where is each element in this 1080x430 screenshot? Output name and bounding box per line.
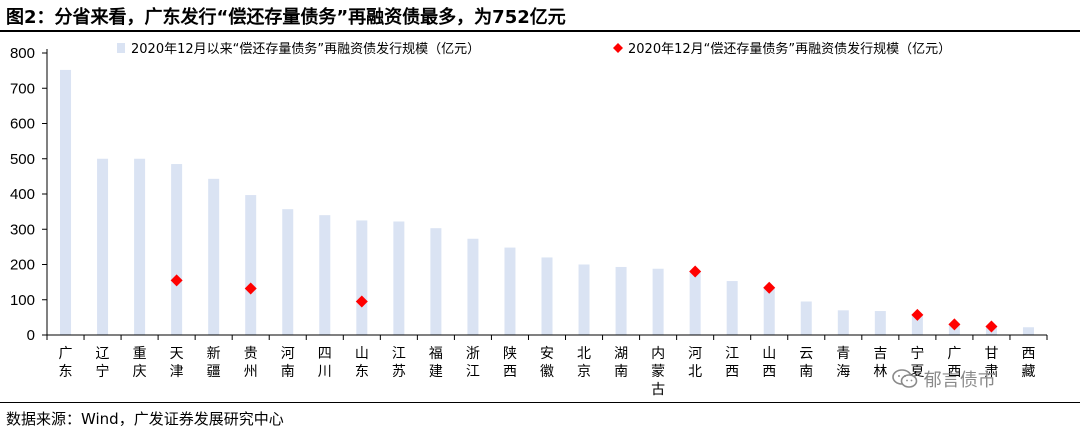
x-tick-label: 新疆 [207,346,221,380]
bar [504,247,516,335]
x-tick-label: 青海 [836,346,850,380]
marker-point [244,282,257,295]
legend-swatch-marker [613,43,623,53]
y-tick-label: 100 [10,292,35,309]
bar [578,264,590,335]
x-tick-label: 云南 [799,346,813,380]
bar [763,287,775,335]
bar [171,164,183,335]
x-tick-label: 广西 [947,346,961,380]
bar [134,158,146,335]
legend-label-bar: 2020年12月以来“偿还存量债务”再融资债发行规模（亿元） [131,41,480,57]
bar [837,310,849,335]
x-tick-label: 吉林 [873,346,887,380]
y-tick-label: 400 [10,186,35,203]
x-tick-label: 山西 [762,346,776,380]
x-tick-label: 江西 [725,346,739,380]
y-tick-label: 600 [10,116,35,133]
bar [874,311,886,335]
x-tick-label: 山东 [355,346,369,380]
bar [652,268,664,335]
bar [615,266,627,335]
x-tick-label: 甘肃 [984,346,998,380]
bar [911,314,923,335]
x-tick-label: 浙江 [466,346,480,380]
x-tick-label: 江苏 [392,346,406,380]
source-note: 数据来源：Wind，广发证券发展研究中心 [6,410,284,428]
bar [689,271,701,335]
marker-point [170,274,183,287]
y-tick-label: 800 [10,45,35,62]
bar [726,281,738,335]
figure-title-bar: 图2：分省来看，广东发行“偿还存量债务”再融资债最多，为752亿元 [0,0,1080,30]
marker-point [689,265,702,278]
marker-point [911,308,924,321]
x-tick-label: 湖南 [614,346,628,380]
bar [467,238,479,335]
watermark-text: 郁言债市 [923,370,996,391]
x-tick-label: 四川 [318,346,332,380]
marker-series [170,265,998,333]
legend-label-marker: 2020年12月“偿还存量债务”再融资债发行规模（亿元） [628,41,951,57]
title-rule [0,30,1080,32]
x-tick-label: 广东 [59,346,73,380]
y-tick-label: 200 [10,257,35,274]
bar [208,178,220,335]
bar [245,195,257,335]
y-tick-label: 300 [10,221,35,238]
x-tick-label: 福建 [429,346,443,380]
bar [319,215,331,335]
watermark: 郁言债市 [892,366,996,392]
x-tick-label: 重庆 [133,346,147,380]
marker-point [948,318,961,331]
x-tick-label: 河北 [688,346,702,380]
wechat-icon [892,369,918,388]
bar [60,69,72,336]
marker-point [763,281,776,294]
x-tick-label: 内蒙古 [651,346,665,398]
x-tick-label: 安徽 [540,346,554,380]
legend: 2020年12月以来“偿还存量债务”再融资债发行规模（亿元） 2020年12月“偿… [117,41,951,57]
y-tick-label: 500 [10,151,35,168]
bar [430,228,442,335]
chart: 0 100 200 300 400 500 600 700 800 广东辽宁重庆天津新疆贵州河南… [10,41,1048,398]
marker-point [985,320,998,333]
x-tick-label: 辽宁 [96,346,110,380]
legend-swatch-bar [117,43,125,53]
y-axis: 0 100 200 300 400 500 600 700 800 [10,45,48,344]
y-tick-label: 0 [27,327,35,344]
source-rule [0,402,1080,403]
x-tick-label: 河南 [281,346,295,380]
bar [393,221,405,335]
bar [97,158,109,335]
bar [356,220,368,335]
bar [541,257,553,335]
bar [1022,327,1034,335]
bar [800,301,812,335]
x-tick-label: 天津 [170,346,184,380]
figure-title: 图2：分省来看，广东发行“偿还存量债务”再融资债最多，为752亿元 [6,7,566,28]
y-tick-label: 700 [10,80,35,97]
bar [282,209,294,335]
marker-point [355,295,368,308]
x-tick-label: 西藏 [1021,346,1035,380]
x-tick-label: 北京 [577,346,591,380]
bar-series [60,69,1034,336]
x-tick-label: 贵州 [244,346,258,380]
x-tick-label: 陕西 [503,346,517,380]
